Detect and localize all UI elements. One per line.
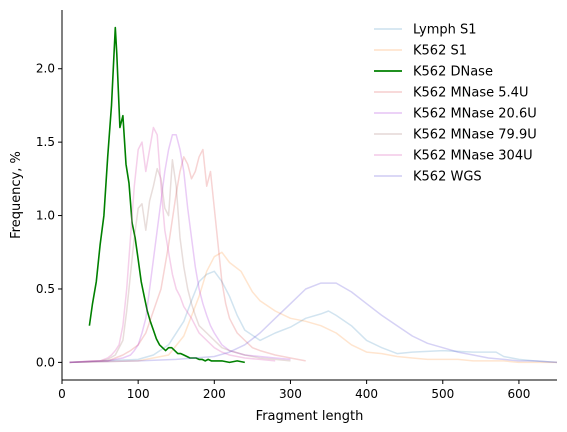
series-line-6 (69, 126, 276, 364)
y-tick-label: 2.0 (36, 62, 55, 76)
legend-label: K562 MNase 5.4U (413, 86, 528, 101)
legend: Lymph S1 K562 S1 K562 DNase K562 MNase 5.4U… (374, 23, 537, 185)
y-tick-label: 0.0 (36, 355, 55, 369)
x-tick-label: 0 (58, 387, 66, 401)
series-line-4 (69, 134, 291, 364)
plot-area (69, 26, 558, 364)
legend-label: K562 MNase 304U (413, 149, 533, 164)
x-tick-label: 600 (507, 387, 530, 401)
series-line-2 (88, 26, 245, 364)
legend-label: K562 S1 (413, 44, 467, 59)
legend-label: K562 MNase 20.6U (413, 107, 537, 122)
x-tick-label: 400 (355, 387, 378, 401)
legend-label: Lymph S1 (413, 23, 477, 38)
x-axis-label: Fragment length (256, 409, 364, 424)
y-tick-label: 0.5 (36, 282, 55, 296)
x-tick-label: 300 (279, 387, 302, 401)
series-line-0 (69, 270, 558, 364)
axes: 0 100 200 300 400 500 600 0.0 0.5 1.0 1.5 2.0 (36, 10, 557, 401)
series-line-3 (69, 148, 306, 364)
series-line-1 (69, 251, 557, 364)
series-line-7 (69, 282, 558, 364)
x-tick-label: 100 (127, 387, 150, 401)
y-axis-label: Frequency, % (9, 151, 24, 239)
y-tick-label: 1.0 (36, 209, 55, 223)
x-tick-label: 200 (203, 387, 226, 401)
legend-label: K562 WGS (413, 170, 482, 185)
y-tick-label: 1.5 (36, 135, 55, 149)
legend-label: K562 MNase 79.9U (413, 128, 537, 143)
legend-label: K562 DNase (413, 65, 493, 80)
x-tick-label: 500 (431, 387, 454, 401)
series-line-5 (69, 159, 291, 364)
